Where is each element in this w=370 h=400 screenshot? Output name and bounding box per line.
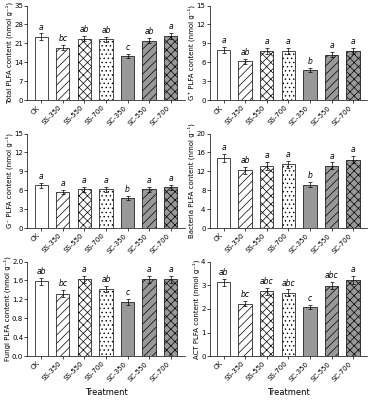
Text: a: a bbox=[329, 152, 334, 160]
Bar bbox=[99, 289, 113, 356]
Text: ab: ab bbox=[240, 48, 250, 57]
Text: ab: ab bbox=[101, 26, 111, 35]
Bar bbox=[260, 51, 273, 100]
Bar bbox=[142, 189, 156, 228]
Bar bbox=[303, 307, 317, 356]
Text: a: a bbox=[39, 22, 44, 32]
Bar bbox=[217, 158, 230, 228]
Bar bbox=[99, 189, 113, 228]
Bar bbox=[78, 38, 91, 100]
Y-axis label: G⁺ PLFA content (nmol g⁻¹): G⁺ PLFA content (nmol g⁻¹) bbox=[188, 6, 195, 100]
Bar bbox=[238, 61, 252, 100]
Bar bbox=[164, 36, 178, 100]
Bar bbox=[78, 189, 91, 228]
Text: ab: ab bbox=[144, 28, 154, 36]
Text: a: a bbox=[168, 174, 173, 183]
Bar bbox=[260, 166, 273, 228]
Bar bbox=[164, 280, 178, 356]
Text: a: a bbox=[39, 172, 44, 181]
Bar bbox=[303, 70, 317, 100]
Text: a: a bbox=[351, 145, 356, 154]
Text: abc: abc bbox=[282, 278, 295, 288]
Text: a: a bbox=[221, 36, 226, 45]
Bar bbox=[217, 282, 230, 356]
Text: a: a bbox=[82, 176, 87, 185]
Text: a: a bbox=[60, 179, 65, 188]
Text: a: a bbox=[221, 144, 226, 152]
Text: ab: ab bbox=[80, 25, 89, 34]
Text: bc: bc bbox=[58, 280, 67, 288]
Bar bbox=[325, 286, 338, 356]
Text: a: a bbox=[351, 37, 356, 46]
Text: b: b bbox=[125, 185, 130, 194]
Bar bbox=[260, 291, 273, 356]
Bar bbox=[121, 198, 134, 228]
Bar bbox=[238, 170, 252, 228]
Bar bbox=[121, 302, 134, 356]
Text: ab: ab bbox=[37, 267, 46, 276]
Bar bbox=[303, 185, 317, 228]
Bar bbox=[164, 187, 178, 228]
Bar bbox=[56, 294, 70, 356]
Text: a: a bbox=[82, 265, 87, 274]
Text: a: a bbox=[329, 41, 334, 50]
Y-axis label: Total PLFA content (nmol g⁻¹): Total PLFA content (nmol g⁻¹) bbox=[6, 2, 13, 104]
Text: a: a bbox=[265, 151, 269, 160]
Bar bbox=[217, 50, 230, 100]
Bar bbox=[282, 51, 295, 100]
Text: a: a bbox=[168, 265, 173, 274]
X-axis label: Treatment: Treatment bbox=[267, 388, 310, 397]
Text: ab: ab bbox=[101, 275, 111, 284]
Text: b: b bbox=[307, 57, 312, 66]
Text: a: a bbox=[265, 37, 269, 46]
Y-axis label: Fungi PLFA content (nmol g⁻¹): Fungi PLFA content (nmol g⁻¹) bbox=[3, 256, 11, 361]
Text: b: b bbox=[307, 172, 312, 180]
Bar bbox=[34, 281, 48, 356]
Bar bbox=[282, 293, 295, 356]
Text: a: a bbox=[104, 176, 108, 185]
Text: a: a bbox=[147, 265, 151, 274]
Bar bbox=[78, 280, 91, 356]
Bar bbox=[142, 41, 156, 100]
Bar bbox=[142, 280, 156, 356]
Bar bbox=[325, 166, 338, 228]
Bar bbox=[56, 192, 70, 228]
Y-axis label: G⁻ PLFA content (nmol g⁻¹): G⁻ PLFA content (nmol g⁻¹) bbox=[6, 133, 13, 228]
Text: bc: bc bbox=[240, 290, 250, 299]
Text: a: a bbox=[147, 176, 151, 185]
Text: ab: ab bbox=[219, 268, 228, 277]
Bar bbox=[99, 39, 113, 100]
Text: a: a bbox=[351, 265, 356, 274]
Bar bbox=[325, 55, 338, 100]
Y-axis label: ACT PLFA content (nmol g⁻¹): ACT PLFA content (nmol g⁻¹) bbox=[192, 259, 200, 359]
Text: abc: abc bbox=[260, 277, 273, 286]
Bar bbox=[282, 164, 295, 228]
Text: ab: ab bbox=[240, 156, 250, 165]
Bar bbox=[34, 37, 48, 100]
Bar bbox=[34, 185, 48, 228]
Bar bbox=[238, 304, 252, 356]
Text: a: a bbox=[286, 37, 291, 46]
X-axis label: Treatment: Treatment bbox=[85, 388, 127, 397]
Bar bbox=[346, 160, 360, 228]
Text: a: a bbox=[168, 22, 173, 31]
Text: c: c bbox=[125, 288, 130, 297]
Bar bbox=[121, 56, 134, 100]
Text: abc: abc bbox=[324, 271, 339, 280]
Text: bc: bc bbox=[58, 34, 67, 44]
Bar bbox=[346, 51, 360, 100]
Bar bbox=[346, 280, 360, 356]
Y-axis label: Bacteria PLFA content (nmol g⁻¹): Bacteria PLFA content (nmol g⁻¹) bbox=[188, 124, 195, 238]
Text: c: c bbox=[125, 43, 130, 52]
Bar bbox=[56, 48, 70, 100]
Text: a: a bbox=[286, 150, 291, 159]
Text: c: c bbox=[308, 294, 312, 303]
